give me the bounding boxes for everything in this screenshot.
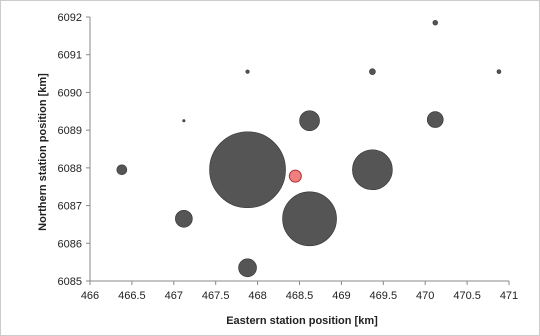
- x-tick-label: 467.5: [202, 290, 230, 302]
- x-tick-label: 469: [332, 290, 350, 302]
- x-tick-label: 468: [248, 290, 266, 302]
- data-bubble: [299, 110, 320, 132]
- x-tick-label: 468.5: [286, 290, 314, 302]
- x-tick-label: 466: [81, 290, 99, 302]
- y-tick-label: 6091: [58, 50, 82, 62]
- highlight-bubble: [288, 169, 302, 183]
- y-tick-label: 6086: [58, 238, 82, 250]
- data-bubble: [369, 68, 376, 75]
- data-bubble: [175, 209, 193, 228]
- x-tick-label: 470.5: [453, 290, 481, 302]
- x-axis-title: Eastern station position [km]: [226, 315, 378, 327]
- data-bubble: [426, 111, 444, 128]
- x-tick-label: 467: [165, 290, 183, 302]
- data-bubble: [182, 119, 186, 123]
- y-tick-label: 6090: [58, 87, 82, 99]
- y-axis-title: Northern station position [km]: [37, 73, 49, 231]
- data-bubble: [496, 69, 502, 74]
- data-bubble: [352, 149, 393, 191]
- y-tick-label: 6092: [58, 12, 82, 24]
- y-tick-label: 6087: [58, 201, 82, 213]
- y-tick-labels: 6085 6086 6087 6088 6089 6090 6091 6092: [58, 12, 82, 288]
- data-bubble: [209, 131, 286, 209]
- x-tick-labels: 466 466.5 467 467.5 468 468.5 469 469.5 470 470.5…: [81, 290, 518, 302]
- y-tick-label: 6088: [58, 163, 82, 175]
- x-tick-label: 469.5: [370, 290, 398, 302]
- x-tick-label: 466.5: [118, 290, 146, 302]
- data-bubble: [245, 69, 250, 74]
- data-bubble: [282, 191, 337, 247]
- bubbles: [116, 19, 502, 278]
- data-bubble: [238, 258, 257, 278]
- y-tick-label: 6089: [58, 125, 82, 137]
- data-bubble: [116, 164, 128, 176]
- y-tick-label: 6085: [58, 276, 82, 288]
- x-tick-label: 471: [500, 290, 518, 302]
- data-bubble: [432, 19, 438, 26]
- x-tick-label: 470: [416, 290, 434, 302]
- axes: [86, 16, 510, 285]
